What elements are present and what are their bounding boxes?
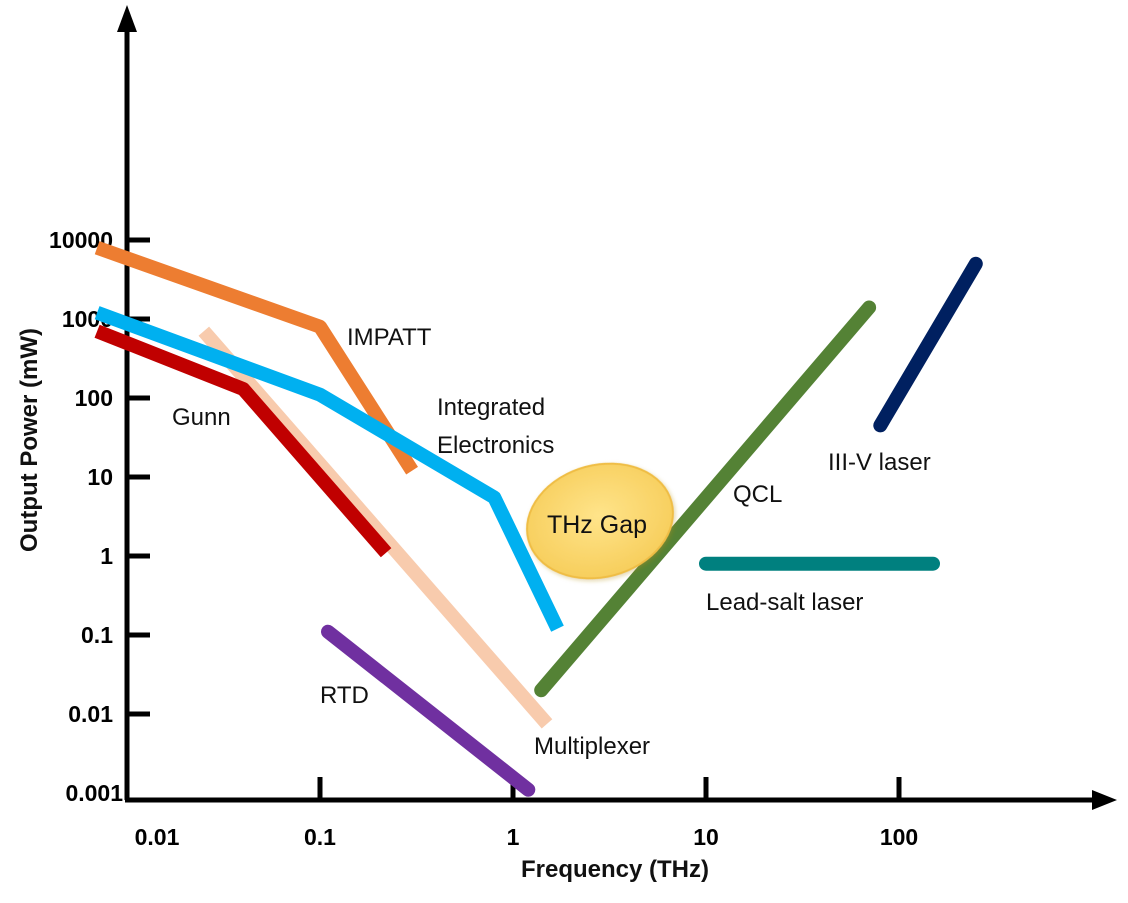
y-tick-label: 10 (87, 464, 113, 490)
x-tick-label: 0.01 (135, 824, 180, 850)
y-axis-title: Output Power (mW) (16, 328, 43, 552)
x-axis-arrow (1092, 790, 1117, 810)
series-label-multiplexer: Multiplexer (534, 733, 650, 760)
series-label-iii-v-laser: III-V laser (828, 449, 931, 476)
y-tick-label: 0.001 (65, 780, 123, 806)
y-axis-arrow (117, 5, 137, 32)
series-label-lead-salt-laser: Lead-salt laser (706, 589, 863, 616)
thz-gap: THz Gap (526, 462, 674, 580)
series-line-multiplexer (198, 326, 553, 729)
y-tick-label: 100 (75, 385, 113, 411)
series-line-gunn (94, 324, 392, 558)
axes (117, 5, 1117, 810)
x-tick-label: 100 (880, 824, 918, 850)
thz-gap-label: THz Gap (547, 511, 647, 539)
series-label-rtd: RTD (320, 682, 369, 709)
thz-gap-ellipse (526, 462, 674, 580)
y-tick-label: 0.1 (81, 622, 113, 648)
x-axis-title: Frequency (THz) (521, 856, 709, 883)
series-label-integrated-electronics: Integrated Electronics (437, 394, 554, 459)
y-tick-label: 1 (100, 543, 113, 569)
series-line-qcl (534, 300, 877, 698)
series-line-integrated-electronics (94, 306, 564, 632)
x-tick-label: 1 (507, 824, 520, 850)
series-label-qcl: QCL (733, 481, 782, 508)
series-labels: IMPATT Integrated Electronics Gunn Multiplex… (172, 324, 931, 760)
series-layer (94, 241, 983, 797)
series-label-impatt: IMPATT (347, 324, 432, 351)
y-tick-label: 0.01 (68, 701, 113, 727)
series-line-impatt (94, 241, 418, 475)
x-tick-label: 0.1 (304, 824, 336, 850)
series-label-gunn: Gunn (172, 404, 231, 431)
series-line-iii-v-laser (873, 256, 983, 433)
x-tick-label: 10 (693, 824, 719, 850)
series-line-rtd (321, 624, 536, 797)
